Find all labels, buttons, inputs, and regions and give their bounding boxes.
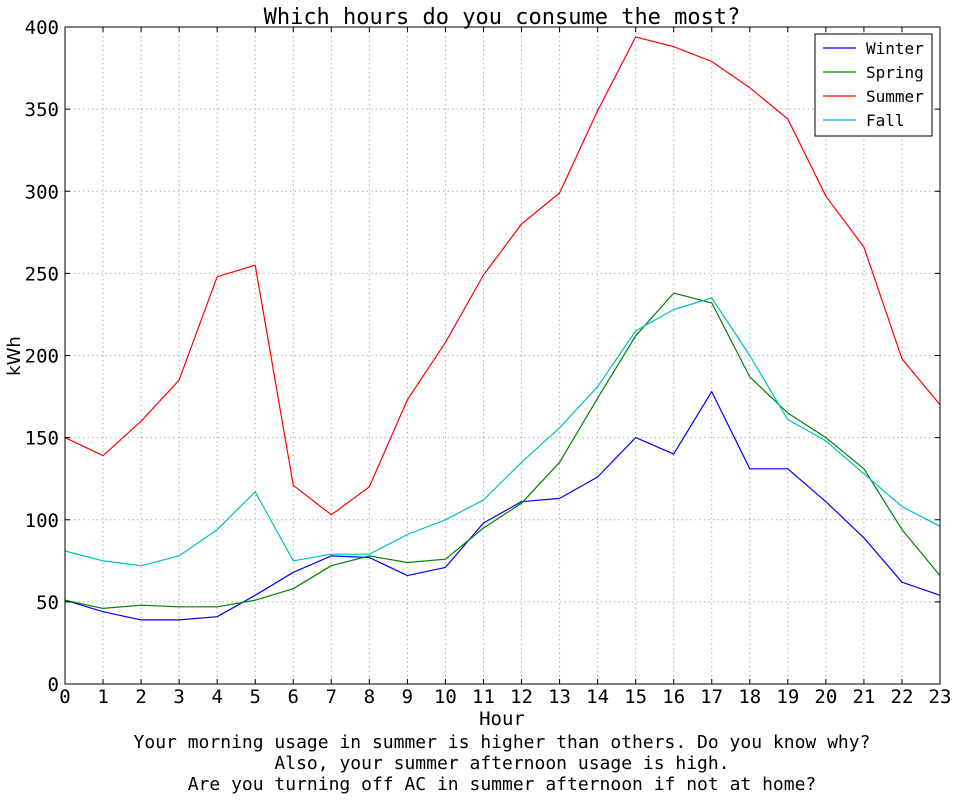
series-line-winter — [64, 391, 941, 621]
x-tick-label: 15 — [624, 686, 647, 708]
x-tick-label: 11 — [472, 686, 495, 708]
x-tick-label: 2 — [135, 686, 146, 708]
x-tick-label: 10 — [434, 686, 457, 708]
legend-label: Winter — [866, 39, 924, 58]
annotation-line: Are you turning off AC in summer afterno… — [188, 774, 817, 795]
y-tick-label: 0 — [48, 674, 59, 696]
x-tick-label: 17 — [700, 686, 723, 708]
annotation-text: Your morning usage in summer is higher t… — [134, 732, 871, 795]
x-axis-label: Hour — [479, 708, 525, 730]
series-lines — [64, 36, 941, 621]
x-axis-ticks: 0 1 2 3 4 5 6 7 8 9 10 11 12 13 14 15 16 17 18 19 20 21 22 23 — [59, 27, 951, 708]
y-tick-label: 350 — [25, 99, 59, 121]
x-tick-label: 6 — [288, 686, 299, 708]
y-tick-label: 50 — [36, 592, 59, 614]
chart-title: Which hours do you consume the most? — [264, 5, 741, 30]
y-axis-label: kWh — [4, 336, 25, 376]
y-axis-ticks: 0 50 100 150 200 250 300 350 400 — [25, 17, 940, 696]
x-tick-label: 4 — [211, 686, 222, 708]
series-line-spring — [64, 292, 941, 610]
legend-box — [814, 33, 933, 137]
x-tick-label: 7 — [326, 686, 337, 708]
series-line-fall — [64, 297, 941, 567]
y-tick-label: 400 — [25, 17, 59, 39]
x-tick-label: 1 — [97, 686, 108, 708]
y-tick-label: 300 — [25, 181, 59, 203]
y-tick-label: 150 — [25, 428, 59, 450]
annotation-line: Your morning usage in summer is higher t… — [134, 732, 871, 753]
x-tick-label: 8 — [364, 686, 375, 708]
legend-label: Summer — [866, 87, 924, 106]
x-tick-label: 12 — [510, 686, 533, 708]
x-tick-label: 5 — [249, 686, 260, 708]
x-tick-label: 0 — [59, 686, 70, 708]
x-tick-label: 20 — [814, 686, 837, 708]
series-line-summer — [64, 36, 941, 516]
x-tick-label: 3 — [173, 686, 184, 708]
x-tick-label: 14 — [586, 686, 609, 708]
y-tick-label: 100 — [25, 510, 59, 532]
x-tick-label: 18 — [738, 686, 761, 708]
x-tick-label: 13 — [548, 686, 571, 708]
legend-label: Spring — [866, 63, 924, 82]
y-tick-label: 250 — [25, 263, 59, 285]
y-tick-label: 200 — [25, 346, 59, 368]
x-tick-label: 21 — [852, 686, 875, 708]
legend-label: Fall — [866, 111, 905, 130]
x-tick-label: 22 — [891, 686, 914, 708]
x-tick-label: 19 — [776, 686, 799, 708]
x-tick-label: 16 — [662, 686, 685, 708]
annotation-line: Also, your summer afternoon usage is hig… — [274, 753, 729, 774]
x-tick-label: 23 — [929, 686, 952, 708]
grid-lines — [64, 26, 941, 685]
x-tick-label: 9 — [402, 686, 413, 708]
legend: Winter Spring Summer Fall — [814, 33, 933, 137]
